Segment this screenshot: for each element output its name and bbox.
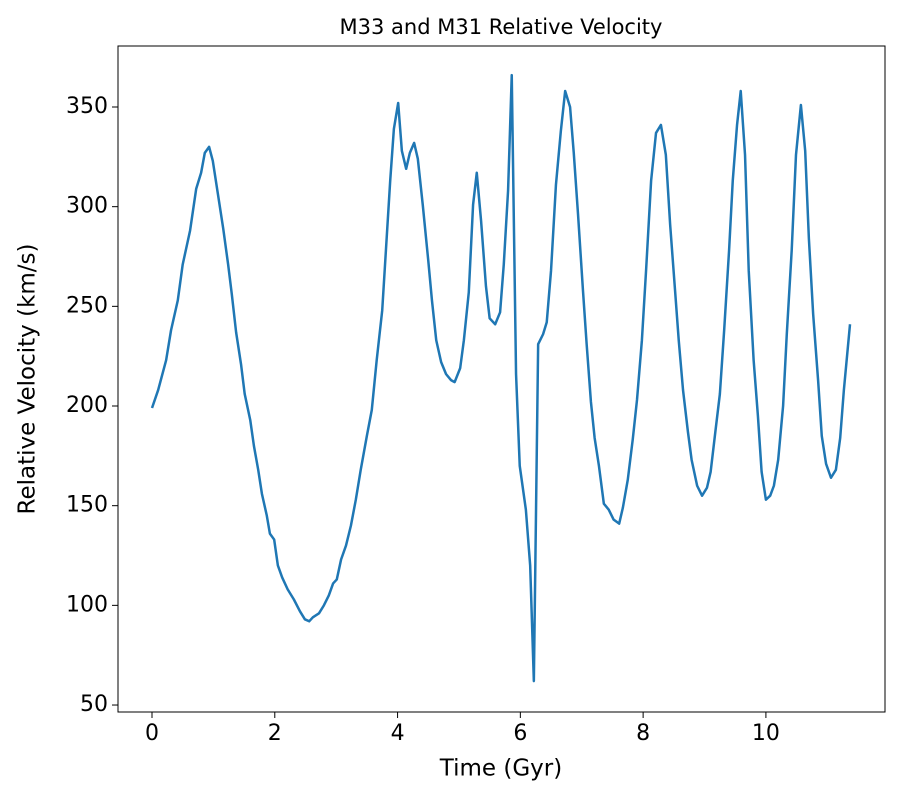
x-axis-label: Time (Gyr) [439,756,562,782]
x-tick-label: 10 [752,721,780,746]
y-tick-label: 150 [66,493,108,518]
y-axis-label: Relative Velocity (km/s) [15,243,41,514]
y-tick-label: 50 [80,692,108,717]
y-tick-label: 250 [66,293,108,318]
y-tick-label: 300 [66,194,108,219]
y-tick-label: 200 [66,393,108,418]
data-line [150,73,852,683]
y-tick-label: 350 [66,94,108,119]
y-tick-label: 100 [66,592,108,617]
x-tick-label: 6 [513,721,527,746]
x-tick-label: 8 [636,721,650,746]
plot-frame [117,45,886,713]
chart-title: M33 and M31 Relative Velocity [340,15,663,39]
x-tick-label: 0 [145,721,159,746]
x-tick-label: 4 [391,721,405,746]
x-tick-label: 2 [268,721,282,746]
